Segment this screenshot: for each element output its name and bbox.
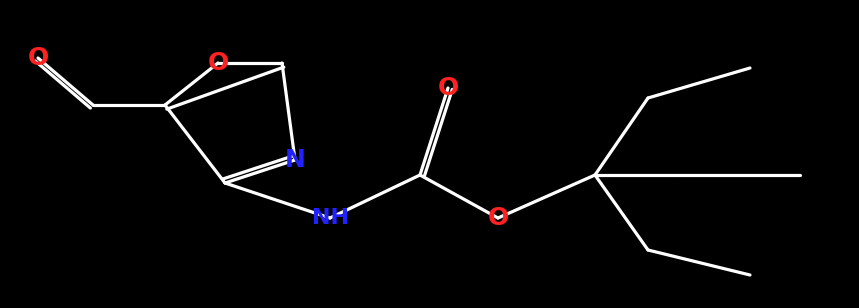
Text: O: O (207, 51, 228, 75)
Text: O: O (437, 76, 459, 100)
Text: N: N (284, 148, 306, 172)
Text: O: O (27, 46, 49, 70)
Text: O: O (487, 206, 509, 230)
Text: NH: NH (312, 208, 349, 228)
